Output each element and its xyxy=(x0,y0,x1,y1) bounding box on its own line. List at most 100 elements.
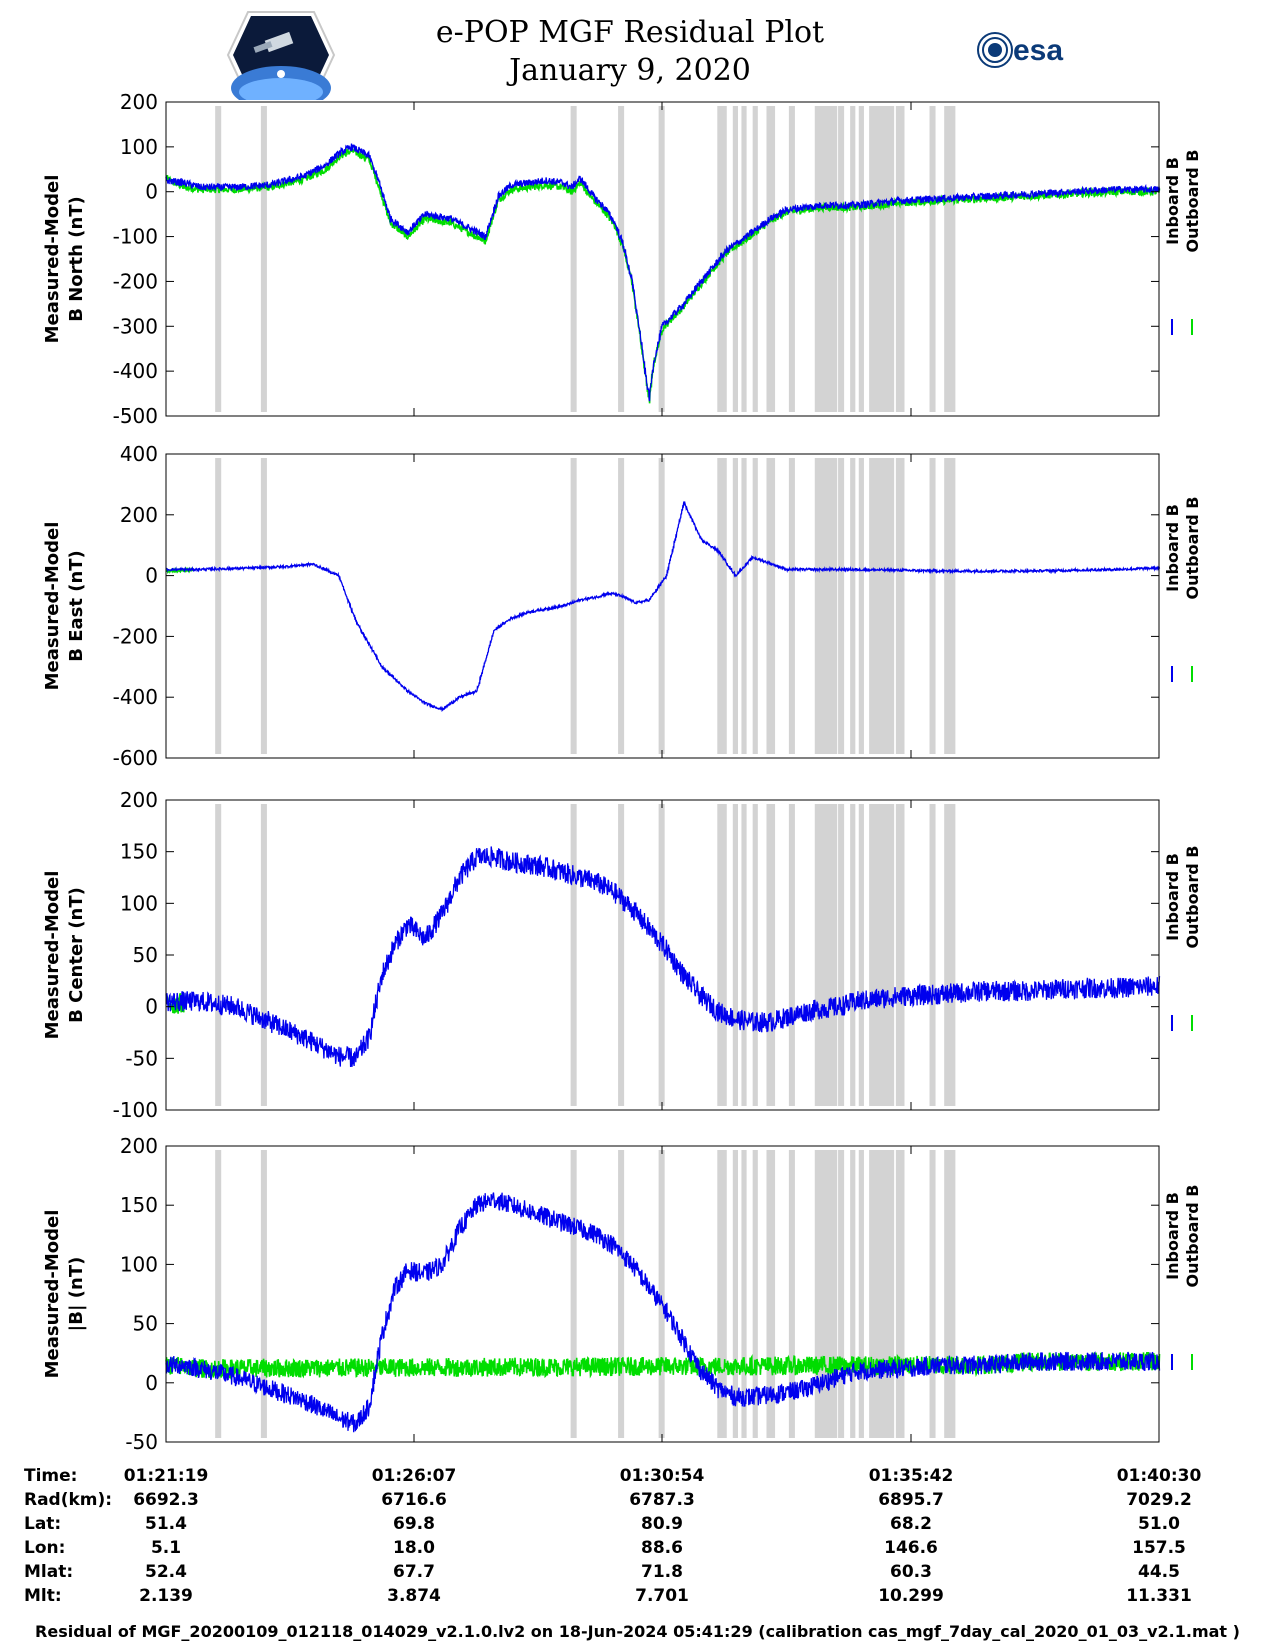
y-axis-label: Measured-Model B East (nT) xyxy=(42,522,87,691)
ephemeris-cell: 60.3 xyxy=(890,1562,932,1582)
data-gap-bar xyxy=(618,1150,625,1438)
y-axis-label: Measured-Model |B| (nT) xyxy=(42,1210,87,1379)
title-line-1: e-POP MGF Residual Plot xyxy=(435,15,825,50)
data-gap-bar xyxy=(260,458,267,754)
ephemeris-row: Mlat: 52.4 67.7 71.8 60.3 44.5 xyxy=(0,1562,1275,1586)
legend-inboard-label: Inboard B xyxy=(1163,1192,1182,1280)
ephemeris-row-label: Lon: xyxy=(24,1538,66,1558)
y-tick-label: 400 xyxy=(120,442,158,466)
data-gap-bar xyxy=(814,804,838,1106)
ephemeris-cell: 67.7 xyxy=(393,1562,435,1582)
y-axis-label-line1: Measured-Model xyxy=(42,871,63,1040)
ephemeris-cell: 01:21:19 xyxy=(123,1466,209,1486)
data-gap-bar xyxy=(788,106,795,412)
legend-inboard-label: Inboard B xyxy=(1163,853,1182,941)
data-gap-bar xyxy=(732,804,738,1106)
y-tick-label: 50 xyxy=(133,1312,158,1336)
ephemeris-cell: 01:35:42 xyxy=(868,1466,954,1486)
footnote: Residual of MGF_20200109_012118_014029_v… xyxy=(35,1622,1240,1641)
data-gap-bar xyxy=(895,1150,905,1438)
legend-inboard-label: Inboard B xyxy=(1163,157,1182,245)
data-gap-bar xyxy=(850,106,856,412)
data-gap-bar xyxy=(260,804,267,1106)
y-tick-label: 50 xyxy=(133,943,158,967)
data-gap-bar xyxy=(215,458,222,754)
ephemeris-row: Rad(km): 6692.3 6716.6 6787.3 6895.7 7029.2 xyxy=(0,1490,1275,1514)
panel-magnitude: 200 150 100 50 0 -50 Measured-Model |B| (nT) Inb… xyxy=(42,1134,1202,1454)
y-tick-label: 200 xyxy=(120,90,158,114)
data-gap-bar xyxy=(814,106,838,412)
legend-outboard-label: Outboard B xyxy=(1183,846,1202,949)
ephemeris-row: Time: 01:21:19 01:26:07 01:30:54 01:35:42 01:… xyxy=(0,1466,1275,1490)
data-gap-bar xyxy=(717,804,727,1106)
data-gap-bar xyxy=(766,106,776,412)
y-tick-label: 200 xyxy=(120,1134,158,1158)
ephemeris-cell: 01:30:54 xyxy=(619,1466,705,1486)
data-gap-bar xyxy=(215,1150,222,1438)
data-gap-bar xyxy=(570,458,577,754)
ephemeris-cell: 6692.3 xyxy=(133,1490,199,1510)
y-axis-label-line1: Measured-Model xyxy=(42,522,63,691)
data-gap-bar xyxy=(732,1150,738,1438)
y-axis-label-line1: Measured-Model xyxy=(42,175,63,344)
esa-logo-text: esa xyxy=(1013,34,1063,67)
data-gap-bar xyxy=(838,804,845,1106)
y-tick-label: 100 xyxy=(120,891,158,915)
data-gap-bar xyxy=(850,804,856,1106)
data-gap-bar xyxy=(895,804,905,1106)
data-gap-bar xyxy=(858,804,864,1106)
y-tick-label: -50 xyxy=(125,1430,158,1454)
data-gap-bar xyxy=(766,1150,776,1438)
ephemeris-cell: 44.5 xyxy=(1138,1562,1180,1582)
panel-north: 200 100 0 -100 -200 -300 -400 -500 Measured-Mode… xyxy=(42,90,1202,428)
y-axis-label-line2: |B| (nT) xyxy=(66,1257,87,1332)
y-tick-label: 0 xyxy=(145,995,158,1019)
data-gap-bar xyxy=(766,804,776,1106)
data-gap-bar xyxy=(788,458,795,754)
data-gap-bar xyxy=(850,458,856,754)
y-axis-label: Measured-Model B North (nT) xyxy=(42,175,87,344)
ephemeris-cell: 157.5 xyxy=(1132,1538,1186,1558)
ephemeris-cell: 2.139 xyxy=(139,1586,193,1606)
data-gap-bar xyxy=(944,106,956,412)
residual-charts: 2001000-100-200-300-400-500Measured-Mode… xyxy=(42,90,1202,1454)
data-gap-bar xyxy=(260,1150,267,1438)
data-gap-bar xyxy=(658,106,665,412)
title-line-2: January 9, 2020 xyxy=(509,53,751,88)
data-gap-bar xyxy=(869,804,895,1106)
data-gap-bar xyxy=(741,804,747,1106)
data-gap-bar xyxy=(260,106,267,412)
data-gap-bar xyxy=(929,804,936,1106)
esa-logo: esa xyxy=(977,32,1063,68)
data-gap-bar xyxy=(618,458,625,754)
panel-center: 200 150 100 50 0 -50 -100 Measured-Model B Cente… xyxy=(42,788,1202,1122)
data-gap-bar xyxy=(944,804,956,1106)
data-gap-bar xyxy=(752,1150,758,1438)
data-gap-bar xyxy=(858,458,864,754)
data-gap-bar xyxy=(741,106,747,412)
ephemeris-cell: 69.8 xyxy=(393,1514,435,1534)
y-tick-label: -400 xyxy=(113,685,158,709)
y-tick-label: -500 xyxy=(113,404,158,428)
data-gap-bar xyxy=(869,1150,895,1438)
legend-inboard-label: Inboard B xyxy=(1163,504,1182,592)
data-gap-bar xyxy=(895,106,905,412)
y-axis-label-line1: Measured-Model xyxy=(42,1210,63,1379)
outboard-series-line-magnitude xyxy=(165,1352,1161,1380)
data-gap-bar xyxy=(850,1150,856,1438)
ephemeris-row: Lon: 5.1 18.0 88.6 146.6 157.5 xyxy=(0,1538,1275,1562)
ephemeris-row-label: Mlat: xyxy=(24,1562,74,1582)
data-gap-bar xyxy=(215,106,222,412)
ephemeris-cell: 11.331 xyxy=(1126,1586,1192,1606)
y-tick-label: -100 xyxy=(113,1098,158,1122)
inboard-series-line-center xyxy=(165,846,1161,1068)
ephemeris-cell: 71.8 xyxy=(641,1562,683,1582)
y-tick-label: 0 xyxy=(145,1371,158,1395)
ephemeris-cell: 18.0 xyxy=(393,1538,435,1558)
y-tick-label: 0 xyxy=(145,180,158,204)
y-tick-label: 150 xyxy=(120,1193,158,1217)
ephemeris-row-label: Time: xyxy=(24,1466,78,1486)
data-gap-bar xyxy=(944,458,956,754)
y-tick-label: -400 xyxy=(113,359,158,383)
ephemeris-cell: 88.6 xyxy=(641,1538,683,1558)
